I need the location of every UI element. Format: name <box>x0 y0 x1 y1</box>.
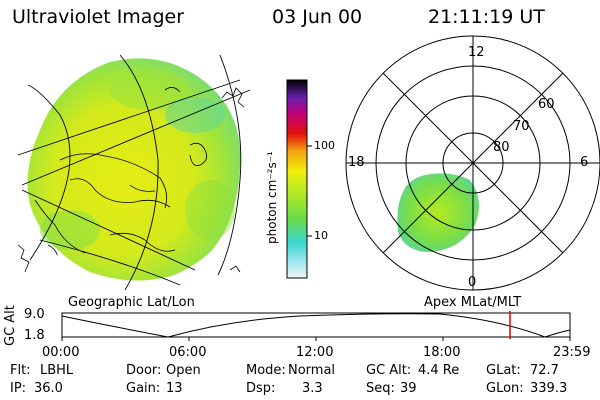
colorbar-tick-100: 100 <box>314 139 335 152</box>
altitude-curve <box>61 313 571 338</box>
time-tick: 23:59 <box>553 345 591 360</box>
colorbar <box>286 79 308 279</box>
geographic-caption: Geographic Lat/Lon <box>68 295 195 310</box>
time-tick: 12:00 <box>296 345 334 360</box>
info-glat-value: 72.7 <box>530 363 559 378</box>
altitude-tick-max: 9.0 <box>24 307 45 322</box>
polar-lat-80: 80 <box>493 140 510 155</box>
polar-hour-0: 0 <box>468 275 477 290</box>
altitude-plot-frame <box>61 312 571 338</box>
geographic-image <box>27 58 241 281</box>
apex-caption: Apex MLat/MLT <box>424 295 522 310</box>
info-gcalt-value: 4.4 Re <box>418 363 460 378</box>
info-gain-key: Gain: <box>126 381 161 396</box>
time-tick: 00:00 <box>42 345 80 360</box>
info-mode-key: Mode: <box>246 363 286 378</box>
info-flt-key: Flt: <box>10 363 31 378</box>
info-mode-value: Normal <box>288 363 336 378</box>
colorbar-tick-10: 10 <box>314 229 328 242</box>
info-seq-value: 39 <box>400 381 417 396</box>
lat-lon-grid <box>17 54 251 291</box>
info-glon-value: 339.3 <box>530 381 568 396</box>
polar-hour-12: 12 <box>468 45 485 60</box>
altitude-tick-min: 1.8 <box>24 328 45 343</box>
polar-plot <box>345 35 600 291</box>
coastline <box>229 265 241 273</box>
info-gain-value: 13 <box>166 381 183 396</box>
coastline <box>17 244 30 273</box>
polar-lat-60: 60 <box>538 97 555 112</box>
app-title: Ultraviolet Imager <box>12 6 185 28</box>
coastline <box>221 87 245 108</box>
info-door-value: Open <box>166 363 201 378</box>
time-tick: 18:00 <box>423 345 461 360</box>
info-ip-key: IP: <box>10 381 27 396</box>
info-ip-value: 36.0 <box>34 381 63 396</box>
colorbar-unit-label: photon cm⁻²s⁻¹ <box>265 151 279 244</box>
info-flt-value: LBHL <box>40 363 74 378</box>
altitude-axis-label: GC Alt <box>3 305 18 346</box>
info-dsp-value: 3.3 <box>302 381 323 396</box>
info-door-key: Door: <box>126 363 162 378</box>
time-label: 21:11:19 UT <box>428 6 545 28</box>
auroral-oval <box>397 173 479 252</box>
time-tick: 06:00 <box>169 345 207 360</box>
info-dsp-key: Dsp: <box>246 381 276 396</box>
info-gcalt-key: GC Alt: <box>366 363 412 378</box>
info-glat-key: GLat: <box>486 363 521 378</box>
polar-hour-18: 18 <box>348 155 365 170</box>
polar-hour-6: 6 <box>580 155 589 170</box>
info-seq-key: Seq: <box>366 381 395 396</box>
info-glon-key: GLon: <box>486 381 524 396</box>
polar-lat-70: 70 <box>513 119 530 134</box>
date-label: 03 Jun 00 <box>272 6 363 28</box>
